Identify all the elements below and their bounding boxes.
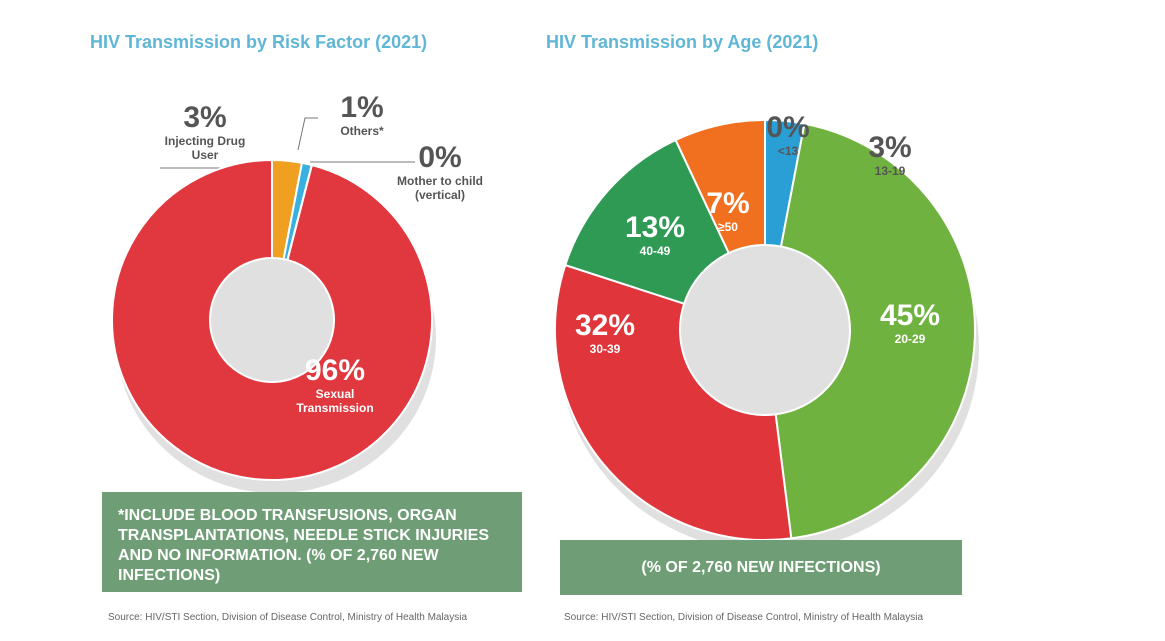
slice-label: 0% <13 bbox=[733, 111, 843, 159]
source: Source: HIV/STI Section, Division of Dis… bbox=[108, 612, 468, 623]
source: Source: HIV/STI Section, Division of Dis… bbox=[564, 612, 924, 623]
slice bbox=[282, 161, 314, 262]
value-label: 32% bbox=[574, 309, 636, 342]
value-label: 0% bbox=[418, 141, 462, 174]
slice-label: 1% Others* bbox=[307, 91, 417, 139]
slice-label: 32% 30-39 bbox=[550, 309, 660, 357]
category-label: Injecting Drug User bbox=[164, 134, 246, 162]
value-label: 3% bbox=[183, 101, 227, 134]
category-label: Others* bbox=[340, 124, 384, 138]
category-label: ≥50 bbox=[718, 220, 738, 234]
note-box: (% OF 2,760 NEW INFECTIONS) bbox=[560, 540, 962, 595]
slice-label: 3% 13-19 bbox=[835, 131, 945, 179]
category-label: 13-19 bbox=[874, 164, 906, 178]
slice-label: 0% Mother to child (vertical) bbox=[385, 141, 495, 203]
slice-label: 7% ≥50 bbox=[673, 187, 783, 235]
category-label: 20-29 bbox=[894, 332, 926, 346]
slice bbox=[764, 118, 806, 248]
category-label: Sexual Transmission bbox=[296, 387, 374, 415]
category-label: <13 bbox=[777, 144, 799, 158]
value-label: 1% bbox=[340, 91, 384, 124]
leader-line bbox=[297, 117, 318, 151]
slice-label: 13% 40-49 bbox=[600, 211, 710, 259]
chart-title: HIV Transmission by Risk Factor (2021) bbox=[90, 32, 428, 52]
value-label: 3% bbox=[868, 131, 912, 164]
slice bbox=[774, 122, 976, 540]
value-label: 96% bbox=[304, 354, 366, 387]
value-label: 0% bbox=[766, 111, 810, 144]
slice-label: 45% 20-29 bbox=[855, 299, 965, 347]
chart-title: HIV Transmission by Age (2021) bbox=[546, 32, 819, 52]
slice bbox=[564, 138, 731, 305]
slice bbox=[554, 263, 793, 541]
value-label: 13% bbox=[624, 211, 686, 244]
note-box: *INCLUDE BLOOD TRANSFUSIONS, ORGAN TRANS… bbox=[102, 492, 522, 592]
slice-label: 96% Sexual Transmission bbox=[280, 354, 390, 416]
slice-label: 3% Injecting Drug User bbox=[150, 101, 260, 163]
category-label: 40-49 bbox=[639, 244, 671, 258]
category-label: 30-39 bbox=[589, 342, 621, 356]
slice bbox=[110, 158, 433, 481]
value-label: 7% bbox=[706, 187, 750, 220]
category-label: Mother to child (vertical) bbox=[397, 174, 483, 202]
value-label: 45% bbox=[879, 299, 941, 332]
